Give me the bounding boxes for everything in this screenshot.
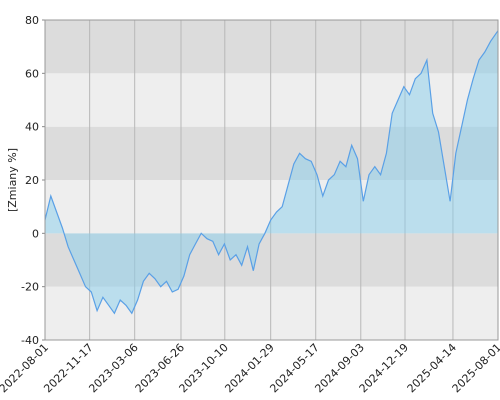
plot-frame [44, 19, 499, 341]
y-tick-label: 40 [25, 121, 39, 134]
area [45, 30, 498, 314]
band [45, 20, 498, 74]
y-tick-label: 60 [25, 67, 39, 80]
y-tick-label: 80 [25, 14, 39, 27]
y-axis-label: [Zmiany %] [6, 148, 19, 212]
line [44, 30, 499, 315]
y-tick-label: -20 [21, 281, 39, 294]
y-tick-label: -40 [21, 334, 39, 347]
y-tick-label: 20 [25, 174, 39, 187]
y-tick-label: 0 [32, 227, 39, 240]
